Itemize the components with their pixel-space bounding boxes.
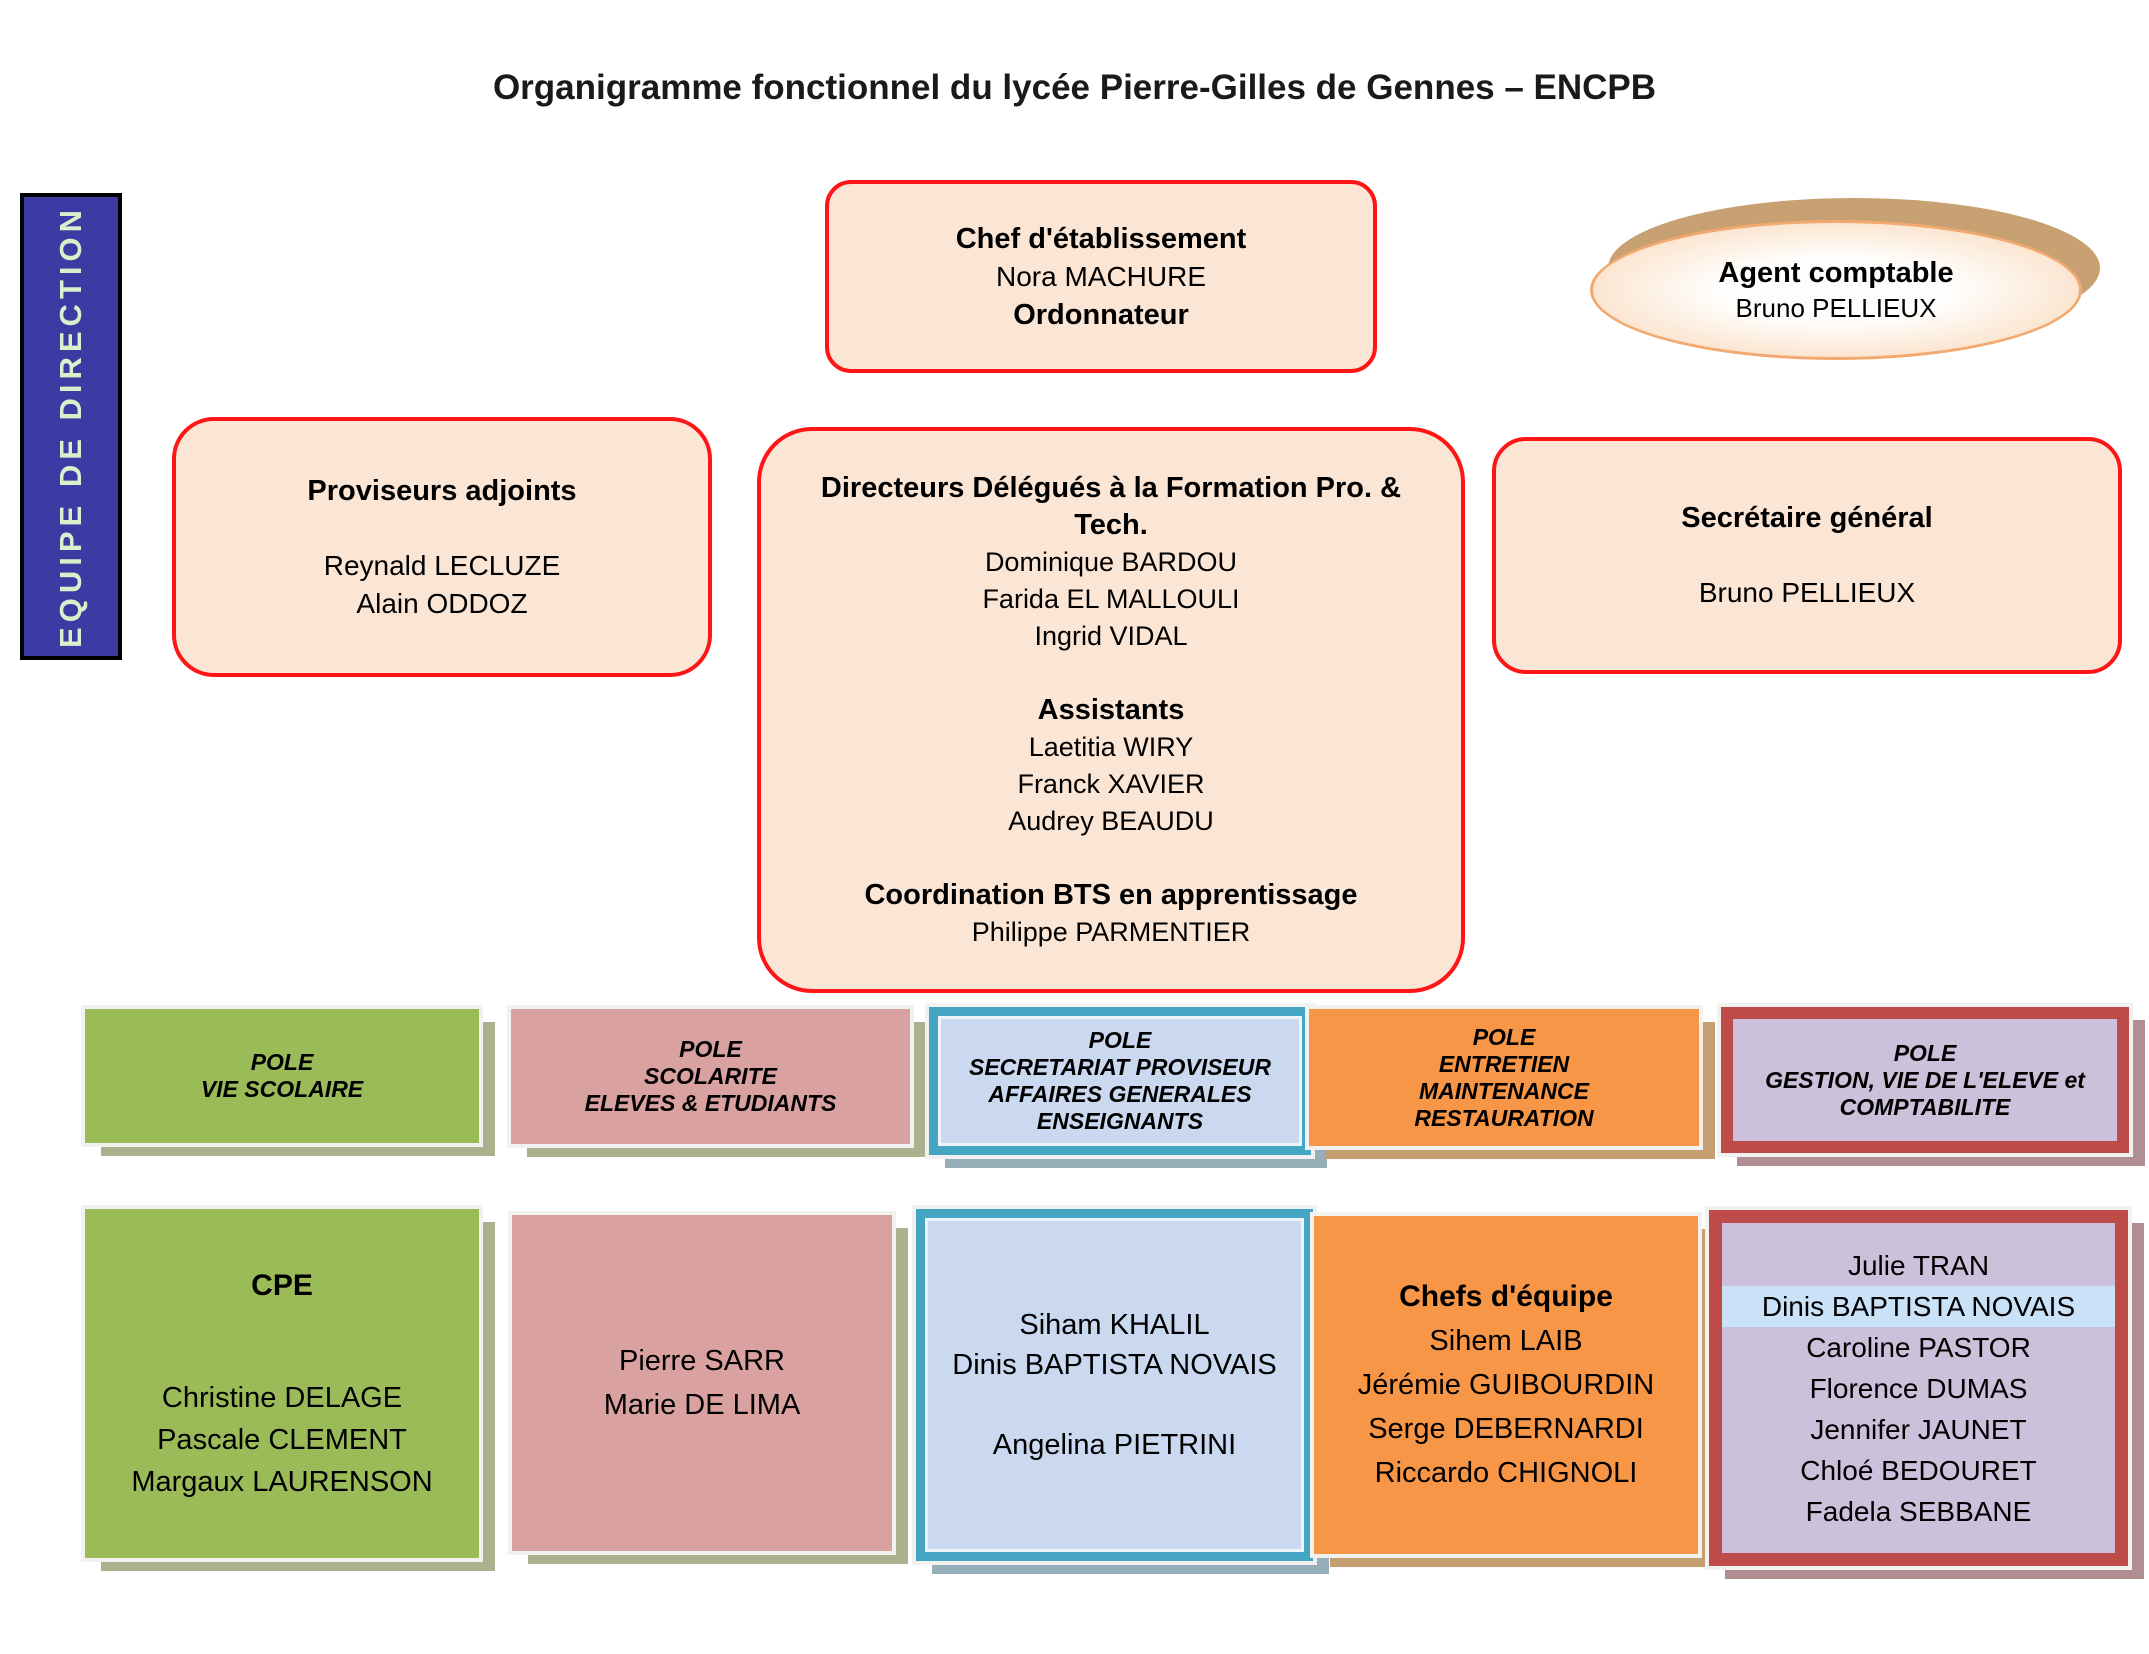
- secretariat-name-bottom: Angelina PIETRINI: [992, 1429, 1237, 1461]
- box-scolarite-names: Pierre SARR Marie DE LIMA: [508, 1211, 896, 1555]
- coordination-name: Philippe PARMENTIER: [971, 916, 1251, 947]
- directeurs-names: Dominique BARDOU Farida EL MALLOULI Ingr…: [982, 546, 1240, 651]
- agent-comptable-title: Agent comptable: [1718, 257, 1954, 289]
- gestion-name-highlighted: Dinis BAPTISTA NOVAIS: [1722, 1285, 2115, 1327]
- secretariat-names-top: Siham KHALIL Dinis BAPTISTA NOVAIS: [952, 1309, 1277, 1381]
- page-title: Organigramme fonctionnel du lycée Pierre…: [492, 68, 1657, 107]
- box-proviseurs-adjoints: Proviseurs adjoints Reynald LECLUZE Alai…: [172, 417, 712, 677]
- directeurs-title: Directeurs Délégués à la Formation Pro. …: [820, 471, 1402, 541]
- box-directeurs-delegues: Directeurs Délégués à la Formation Pro. …: [757, 427, 1465, 993]
- gestion-names-rest: Caroline PASTOR Florence DUMAS Jennifer …: [1800, 1331, 2037, 1527]
- equipe-direction-label: EQUIPE DE DIRECTION: [53, 205, 88, 648]
- chef-name: Nora MACHURE: [995, 260, 1207, 292]
- box-chefs-equipe: Chefs d'équipe Sihem LAIB Jérémie GUIBOU…: [1310, 1212, 1702, 1558]
- assistants-title: Assistants: [1037, 693, 1185, 726]
- chef-role: Ordonnateur: [1013, 298, 1189, 331]
- cpe-title: CPE: [251, 1268, 313, 1302]
- pole-header-secretariat-label: POLE SECRETARIAT PROVISEUR AFFAIRES GENE…: [968, 1027, 1271, 1134]
- pole-header-secretariat: POLE SECRETARIAT PROVISEUR AFFAIRES GENE…: [925, 1003, 1315, 1159]
- box-secretariat-names: Siham KHALIL Dinis BAPTISTA NOVAIS Angel…: [912, 1205, 1317, 1565]
- chefs-equipe-names: Sihem LAIB Jérémie GUIBOURDIN Serge DEBE…: [1357, 1325, 1655, 1489]
- secretaire-name: Bruno PELLIEUX: [1698, 577, 1916, 608]
- pole-header-entretien: POLE ENTRETIEN MAINTENANCE RESTAURATION: [1305, 1005, 1703, 1150]
- scolarite-names: Pierre SARR Marie DE LIMA: [603, 1345, 801, 1421]
- pole-header-gestion-label: POLE GESTION, VIE DE L'ELEVE et COMPTABI…: [1765, 1039, 2085, 1120]
- pole-header-scolarite-label: POLE SCOLARITE ELEVES & ETUDIANTS: [584, 1036, 837, 1116]
- pole-header-scolarite: POLE SCOLARITE ELEVES & ETUDIANTS: [507, 1005, 914, 1148]
- equipe-direction-banner: EQUIPE DE DIRECTION: [20, 193, 122, 660]
- secretaire-title: Secrétaire général: [1681, 502, 1933, 534]
- gestion-name-first: Julie TRAN: [1847, 1249, 1990, 1281]
- box-secretaire-general: Secrétaire général Bruno PELLIEUX: [1492, 437, 2122, 674]
- chef-title: Chef d'établissement: [955, 222, 1247, 255]
- agent-comptable-ellipse: Agent comptable Bruno PELLIEUX: [1590, 220, 2082, 360]
- coordination-title: Coordination BTS en apprentissage: [864, 878, 1358, 911]
- cpe-names: Christine DELAGE Pascale CLEMENT Margaux…: [131, 1381, 433, 1498]
- pole-header-vie-scolaire: POLE VIE SCOLAIRE: [81, 1005, 483, 1147]
- box-chef-etablissement: Chef d'établissement Nora MACHURE Ordonn…: [825, 180, 1377, 373]
- pole-header-gestion: POLE GESTION, VIE DE L'ELEVE et COMPTABI…: [1717, 1003, 2133, 1157]
- pole-header-vie-scolaire-label: POLE VIE SCOLAIRE: [200, 1049, 364, 1102]
- proviseurs-names: Reynald LECLUZE Alain ODDOZ: [323, 549, 561, 619]
- agent-comptable-name: Bruno PELLIEUX: [1735, 293, 1937, 323]
- proviseurs-title: Proviseurs adjoints: [307, 474, 577, 507]
- box-cpe: CPE Christine DELAGE Pascale CLEMENT Mar…: [81, 1205, 483, 1562]
- assistants-names: Laetitia WIRY Franck XAVIER Audrey BEAUD…: [1008, 731, 1214, 836]
- pole-header-entretien-label: POLE ENTRETIEN MAINTENANCE RESTAURATION: [1414, 1023, 1594, 1131]
- box-gestion-names: Julie TRAN Dinis BAPTISTA NOVAIS Carolin…: [1705, 1206, 2132, 1570]
- chefs-equipe-title: Chefs d'équipe: [1399, 1280, 1613, 1313]
